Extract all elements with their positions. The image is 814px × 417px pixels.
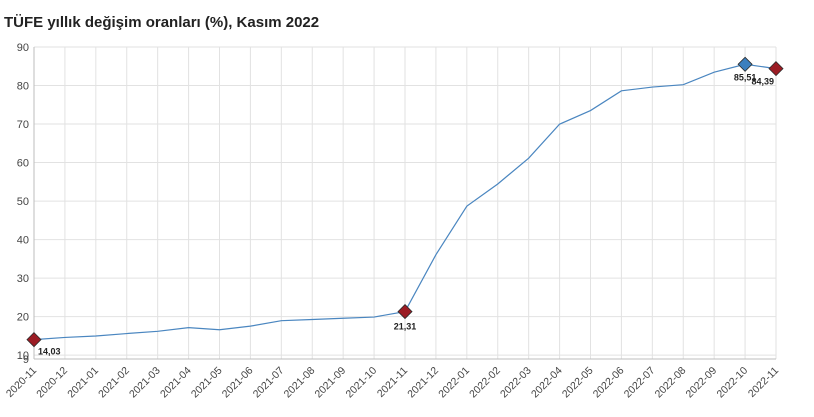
- y-tick-label: 90: [17, 42, 29, 54]
- y-tick-label: 20: [17, 312, 29, 324]
- x-tick-label: 2021-08: [282, 365, 318, 401]
- chart-title: TÜFE yıllık değişim oranları (%), Kasım …: [4, 14, 320, 31]
- y-tick-label: 70: [17, 119, 29, 131]
- x-tick-label: 2021-04: [158, 365, 194, 401]
- x-tick-label: 2022-06: [591, 365, 627, 401]
- data-label: 21,31: [394, 322, 417, 332]
- data-marker: [737, 56, 753, 72]
- y-tick-label: 10: [17, 350, 29, 362]
- x-tick-label: 2022-09: [684, 365, 720, 401]
- x-tick-label: 2021-01: [65, 365, 101, 401]
- x-tick-label: 2022-08: [653, 365, 689, 401]
- x-tick-label: 2020-12: [34, 365, 70, 401]
- y-tick-label: 50: [17, 196, 29, 208]
- x-tick-label: 2022-11: [746, 365, 781, 400]
- x-tick-label: 2021-10: [343, 365, 379, 401]
- x-tick-label: 2022-02: [467, 365, 503, 401]
- x-tick-label: 2021-07: [251, 365, 287, 401]
- x-tick-label: 2021-09: [313, 365, 349, 401]
- y-tick-label: 40: [17, 235, 29, 247]
- data-label: 84,39: [751, 77, 774, 87]
- data-marker: [768, 61, 784, 77]
- x-tick-label: 2022-04: [529, 365, 565, 401]
- y-tick-label: 30: [17, 273, 29, 285]
- data-label: 85,51: [734, 72, 757, 82]
- x-tick-label: 2022-10: [714, 365, 750, 401]
- x-tick-label: 2021-03: [127, 365, 163, 401]
- data-label: 14,03: [38, 347, 61, 357]
- x-tick-label: 2020-11: [4, 365, 39, 400]
- x-tick-label: 2021-02: [96, 365, 132, 401]
- data-marker: [26, 332, 42, 348]
- y-tick-label: 80: [17, 81, 29, 93]
- x-tick-label: 2022-05: [560, 365, 596, 401]
- y-tick-label: 9: [23, 354, 29, 366]
- x-tick-label: 2021-12: [405, 365, 441, 401]
- data-marker: [397, 304, 413, 320]
- x-tick-label: 2022-03: [498, 365, 534, 401]
- x-tick-label: 2022-07: [622, 365, 658, 401]
- x-tick-label: 2021-11: [375, 365, 410, 400]
- x-tick-label: 2022-01: [436, 365, 472, 401]
- x-tick-label: 2021-06: [220, 365, 256, 401]
- x-tick-label: 2021-05: [189, 365, 225, 401]
- y-tick-label: 60: [17, 158, 29, 170]
